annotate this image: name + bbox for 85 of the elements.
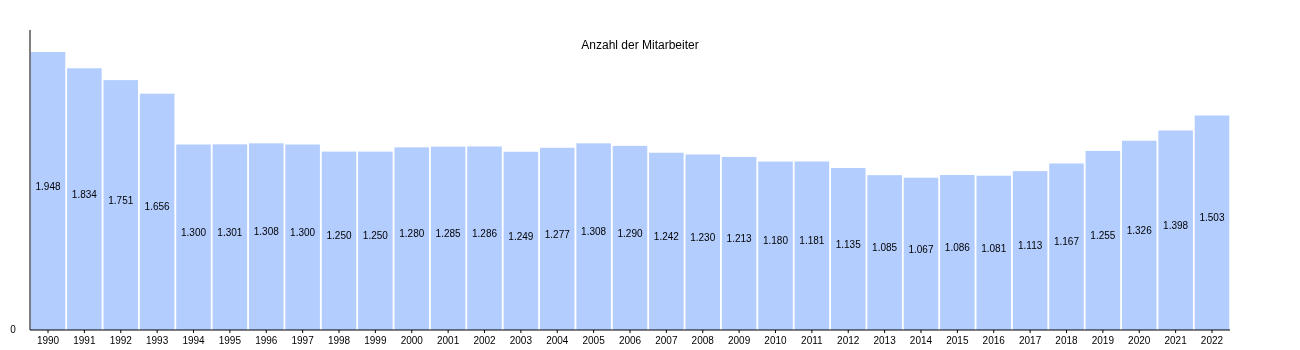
x-tick-label: 2008 <box>691 334 715 346</box>
data-label: 1.398 <box>1163 219 1189 231</box>
data-label: 1.181 <box>799 235 825 247</box>
bar <box>794 161 830 330</box>
bar <box>721 156 757 330</box>
x-tick-label: 2018 <box>1055 334 1079 346</box>
data-label: 1.242 <box>653 231 680 243</box>
x-tick-label: 2011 <box>801 334 824 346</box>
data-label: 1.081 <box>981 242 1007 254</box>
x-tick-label: 2001 <box>437 334 460 346</box>
text: 0 <box>10 323 17 335</box>
x-tick-label: 2020 <box>1128 334 1151 346</box>
x-tick-label: 2014 <box>909 334 933 346</box>
x-tick-label: 2016 <box>982 334 1006 346</box>
bar <box>1049 163 1084 330</box>
x-tick-label: 2013 <box>873 334 897 346</box>
data-label: 1.113 <box>1017 240 1043 252</box>
data-label: 1.250 <box>326 230 352 242</box>
data-label: 1.213 <box>726 233 753 245</box>
x-tick-label: 2003 <box>509 334 533 346</box>
data-label: 1.249 <box>508 230 534 242</box>
x-tick-label: 1996 <box>255 334 278 346</box>
data-label: 1.277 <box>544 228 571 240</box>
bar <box>903 177 939 330</box>
x-tick-label: 2007 <box>655 334 678 346</box>
data-label: 1.180 <box>762 235 789 247</box>
data-label: 1.326 <box>1126 225 1153 237</box>
data-label: 1.290 <box>617 227 643 239</box>
x-tick-label: 2017 <box>1019 334 1042 346</box>
data-label: 1.308 <box>581 226 607 238</box>
x-tick-label: 1998 <box>327 334 351 346</box>
bar <box>503 151 539 330</box>
data-label: 1.286 <box>471 227 498 239</box>
bar <box>212 144 248 330</box>
data-label: 1.086 <box>944 242 971 254</box>
bar <box>30 52 66 330</box>
data-label: 1.656 <box>144 201 171 213</box>
data-label: 1.280 <box>399 228 425 240</box>
x-tick-label: 1992 <box>109 334 133 346</box>
x-tick-label: 2009 <box>728 334 751 346</box>
x-tick-label: 2021 <box>1164 334 1188 346</box>
x-tick-label: 1997 <box>291 334 315 346</box>
bar <box>1012 171 1048 330</box>
data-label: 1.067 <box>908 243 934 255</box>
x-tick-label: 2002 <box>473 334 497 346</box>
x-tick-label: 2012 <box>837 334 860 346</box>
x-tick-label: 2019 <box>1091 334 1115 346</box>
data-label: 1.085 <box>872 242 898 254</box>
data-label: 1.751 <box>108 194 134 206</box>
data-label: 1.255 <box>1090 230 1116 242</box>
data-label: 1.230 <box>690 231 716 243</box>
data-label: 1.300 <box>290 226 316 238</box>
chart-title: Anzahl der Mitarbeiter <box>581 38 699 53</box>
bar <box>176 144 211 330</box>
x-tick-label: 1991 <box>73 334 96 346</box>
x-tick-label: 2010 <box>764 334 788 346</box>
data-label: 1.301 <box>217 226 243 238</box>
data-label: 1.308 <box>253 226 280 238</box>
bar <box>139 93 175 330</box>
data-label: 1.285 <box>435 227 462 239</box>
data-label: 1.948 <box>35 180 61 192</box>
x-tick-label: 2005 <box>582 334 606 346</box>
data-label: 1.167 <box>1053 236 1080 248</box>
x-tick-label: 1990 <box>36 334 60 346</box>
bar <box>467 146 502 330</box>
x-tick-label: 2022 <box>1200 334 1224 346</box>
x-tick-label: 1993 <box>146 334 169 346</box>
x-tick-label: 2000 <box>400 334 424 346</box>
bar <box>1085 150 1121 330</box>
x-tick-label: 2006 <box>618 334 642 346</box>
bar <box>430 146 466 330</box>
x-tick-label: 2015 <box>946 334 969 346</box>
bar <box>321 151 357 330</box>
bar <box>612 145 648 330</box>
x-tick-label: 1999 <box>364 334 387 346</box>
data-label: 1.300 <box>180 226 207 238</box>
bar <box>1194 115 1230 330</box>
x-tick-label: 1994 <box>182 334 206 346</box>
data-label: 1.250 <box>362 230 389 242</box>
bar <box>758 161 793 330</box>
x-tick-label: 1995 <box>218 334 242 346</box>
data-label: 1.834 <box>71 188 98 200</box>
data-label: 1.503 <box>1199 212 1225 224</box>
data-label: 1.135 <box>835 238 862 250</box>
x-tick-label: 2004 <box>546 334 569 346</box>
